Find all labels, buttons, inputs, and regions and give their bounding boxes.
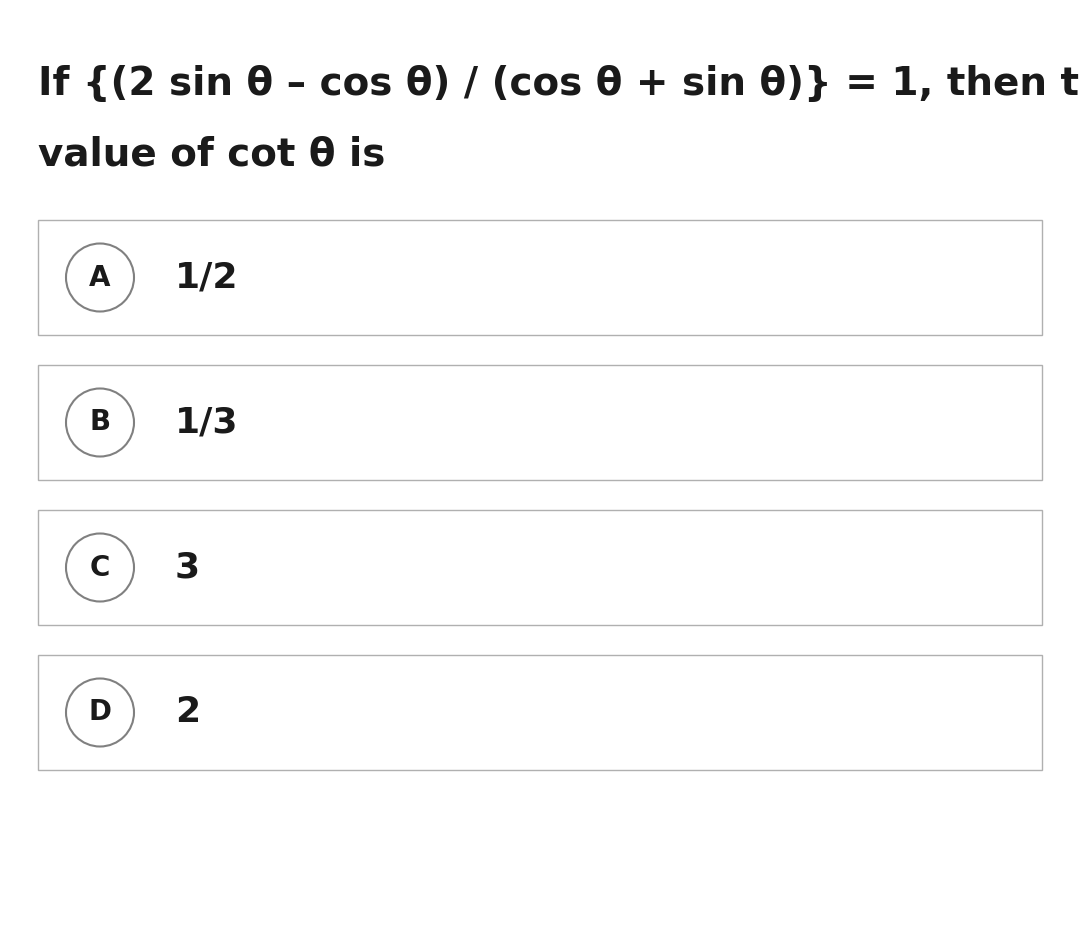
Text: 1/3: 1/3 xyxy=(175,405,239,440)
Text: C: C xyxy=(90,554,110,582)
Circle shape xyxy=(66,678,134,746)
FancyBboxPatch shape xyxy=(38,510,1042,625)
Text: value of cot θ is: value of cot θ is xyxy=(38,135,386,173)
Text: 2: 2 xyxy=(175,696,200,729)
FancyBboxPatch shape xyxy=(38,220,1042,335)
Text: A: A xyxy=(90,263,111,291)
FancyBboxPatch shape xyxy=(38,655,1042,770)
Circle shape xyxy=(66,244,134,312)
FancyBboxPatch shape xyxy=(38,365,1042,480)
Text: B: B xyxy=(90,408,110,436)
Circle shape xyxy=(66,389,134,457)
Text: D: D xyxy=(89,699,111,727)
Circle shape xyxy=(66,533,134,601)
Text: 1/2: 1/2 xyxy=(175,261,239,294)
Text: 3: 3 xyxy=(175,550,200,585)
Text: If {(2 sin θ – cos θ) / (cos θ + sin θ)} = 1, then the: If {(2 sin θ – cos θ) / (cos θ + sin θ)}… xyxy=(38,65,1080,103)
